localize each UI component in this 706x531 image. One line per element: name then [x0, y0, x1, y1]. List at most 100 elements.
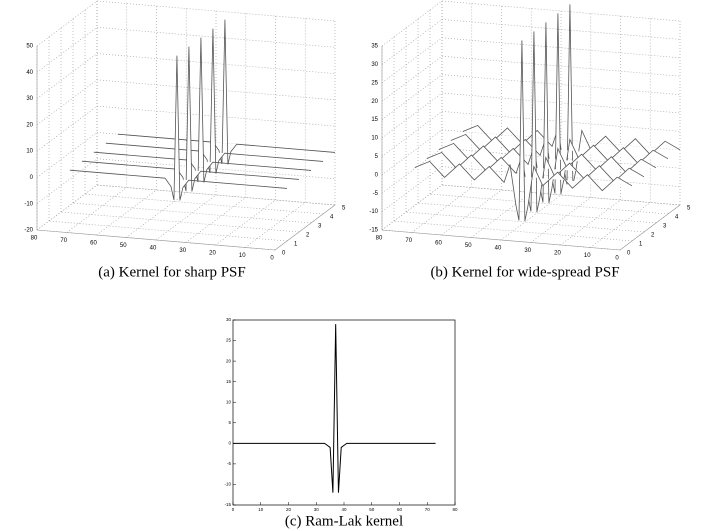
x-tick-label: 30	[314, 507, 320, 512]
z-tick-label: 40	[26, 70, 33, 76]
y-tick-label: -15	[224, 502, 231, 507]
y-tick-label: 5	[228, 420, 231, 425]
grid-line	[274, 204, 336, 251]
x-tick-label: 50	[465, 243, 472, 249]
x-tick-label: 30	[524, 248, 531, 254]
y-tick-label: 4	[675, 215, 679, 221]
grid-line	[381, 37, 443, 84]
z-tick-label: 25	[371, 80, 378, 86]
grid-line	[560, 199, 621, 246]
surface-row	[117, 19, 336, 165]
caption: (b) Kernel for wide-spread PSF	[430, 264, 619, 280]
x-tick-label: 40	[341, 507, 347, 512]
x-tick-label: 70	[60, 238, 67, 244]
surface-row	[450, 13, 669, 195]
surface-row	[93, 37, 312, 183]
z-tick-label: 15	[371, 117, 378, 123]
y-tick-label: 5	[342, 206, 346, 212]
y-tick-label: 3	[663, 224, 667, 230]
surface-row	[462, 4, 681, 186]
grid-line	[441, 189, 502, 236]
grid-line	[441, 111, 681, 132]
x-tick-label: 0	[232, 507, 235, 512]
grid-line	[36, 158, 98, 204]
surface-row	[426, 31, 645, 213]
x-tick-label: 50	[120, 243, 127, 249]
grid-line	[36, 27, 98, 73]
grid-line	[66, 187, 127, 233]
surface-row	[81, 46, 300, 192]
z-tick-label: 20	[371, 99, 378, 105]
grid-line	[36, 0, 98, 47]
x-tick-label: 50	[369, 507, 375, 512]
grid-line	[60, 211, 300, 233]
x-tick-label: 0	[615, 256, 619, 262]
grid-line	[441, 0, 681, 22]
z-tick-label: 20	[26, 122, 33, 128]
grid-line	[36, 229, 276, 251]
grid-line	[381, 92, 443, 139]
surface-row	[69, 55, 288, 201]
y-tick-label: 15	[226, 379, 232, 384]
grid-line	[381, 74, 443, 120]
z-tick-label: -15	[369, 228, 378, 234]
grid-line	[381, 19, 443, 65]
x-tick-label: 80	[31, 236, 38, 242]
y-tick-label: 5	[687, 206, 691, 212]
x-tick-label: 60	[435, 241, 442, 247]
grid-line	[441, 92, 681, 114]
x-tick-label: 80	[376, 236, 383, 242]
x-tick-label: 60	[397, 507, 403, 512]
grid-line	[96, 79, 336, 101]
x-tick-label: 40	[495, 246, 502, 252]
caption: (c) Ram-Lak kernel	[285, 513, 403, 529]
grid-line	[84, 193, 324, 215]
grid-line	[36, 105, 98, 152]
grid-line	[393, 220, 633, 242]
grid-line	[619, 204, 681, 251]
surface-row	[105, 28, 324, 174]
y-tick-label: 3	[318, 224, 322, 230]
z-tick-label: 5	[375, 154, 379, 160]
grid-line	[471, 192, 532, 238]
z-tick-label: 10	[26, 149, 33, 155]
z-tick-label: -5	[373, 191, 379, 197]
x-tick-label: 20	[554, 251, 561, 257]
grid-line	[411, 187, 472, 233]
x-tick-label: 10	[584, 253, 591, 259]
x-tick-label: 20	[286, 507, 292, 512]
x-tick-label: 10	[258, 507, 264, 512]
grid-line	[36, 53, 98, 99]
z-tick-label: 0	[375, 172, 379, 178]
grid-line	[96, 158, 336, 180]
z-tick-label: -20	[24, 228, 33, 234]
x-tick-label: 20	[209, 251, 216, 257]
grid-line	[530, 197, 591, 243]
grid-line	[381, 229, 621, 251]
grid-line	[441, 74, 681, 95]
y-tick-label: 10	[226, 399, 232, 404]
y-tick-label: 0	[282, 251, 286, 257]
grid-line	[36, 79, 98, 126]
y-tick-label: 1	[294, 242, 298, 248]
grid-line	[96, 189, 157, 236]
grid-line	[381, 184, 443, 231]
x-tick-label: 80	[452, 507, 458, 512]
line	[233, 324, 436, 493]
grid-line	[96, 26, 336, 48]
grid-line	[441, 37, 681, 59]
grid-line	[36, 184, 98, 231]
z-tick-label: -10	[24, 201, 33, 207]
z-tick-label: 50	[26, 44, 33, 50]
grid-line	[96, 184, 336, 206]
grid-line	[96, 105, 336, 127]
x-tick-label: 40	[150, 246, 157, 252]
grid-line	[381, 147, 443, 194]
grid-line	[441, 19, 681, 40]
grid-line	[381, 55, 443, 102]
y-tick-label: 0	[228, 441, 231, 446]
y-tick-label: 2	[651, 233, 655, 239]
grid-line	[72, 202, 312, 224]
grid-line	[590, 202, 651, 248]
